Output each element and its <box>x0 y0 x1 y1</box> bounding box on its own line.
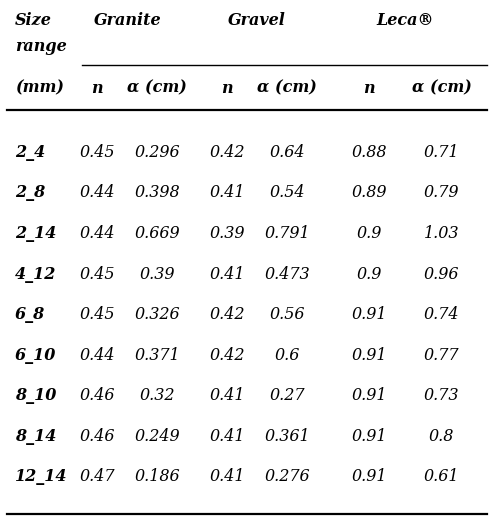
Text: 0.44: 0.44 <box>79 225 115 242</box>
Text: 0.44: 0.44 <box>79 184 115 202</box>
Text: 0.6: 0.6 <box>274 347 299 364</box>
Text: 0.46: 0.46 <box>79 387 115 405</box>
Text: 0.8: 0.8 <box>429 428 454 445</box>
Text: 2_14: 2_14 <box>15 225 56 242</box>
Text: 0.91: 0.91 <box>351 306 387 323</box>
Text: 0.41: 0.41 <box>209 387 245 405</box>
Text: 0.46: 0.46 <box>79 428 115 445</box>
Text: 0.42: 0.42 <box>209 347 245 364</box>
Text: 0.41: 0.41 <box>209 428 245 445</box>
Text: 6_8: 6_8 <box>15 306 45 323</box>
Text: 0.9: 0.9 <box>357 266 382 283</box>
Text: 0.249: 0.249 <box>134 428 180 445</box>
Text: 0.74: 0.74 <box>424 306 460 323</box>
Text: 0.27: 0.27 <box>269 387 305 405</box>
Text: 0.91: 0.91 <box>351 347 387 364</box>
Text: 0.41: 0.41 <box>209 184 245 202</box>
Text: 0.276: 0.276 <box>264 468 310 485</box>
Text: 0.91: 0.91 <box>351 428 387 445</box>
Text: 0.64: 0.64 <box>269 144 305 161</box>
Text: 0.32: 0.32 <box>139 387 175 405</box>
Text: 4_12: 4_12 <box>15 266 56 283</box>
Text: 0.9: 0.9 <box>357 225 382 242</box>
Text: 0.71: 0.71 <box>424 144 460 161</box>
Text: n: n <box>91 80 103 96</box>
Text: 0.77: 0.77 <box>424 347 460 364</box>
Text: 0.473: 0.473 <box>264 266 310 283</box>
Text: Granite: Granite <box>93 12 161 29</box>
Text: 0.54: 0.54 <box>269 184 305 202</box>
Text: 0.791: 0.791 <box>264 225 310 242</box>
Text: 0.89: 0.89 <box>351 184 387 202</box>
Text: Size: Size <box>15 12 52 29</box>
Text: 0.186: 0.186 <box>134 468 180 485</box>
Text: (mm): (mm) <box>15 80 64 96</box>
Text: Leca®: Leca® <box>376 12 434 29</box>
Text: 0.88: 0.88 <box>351 144 387 161</box>
Text: α (cm): α (cm) <box>257 80 317 96</box>
Text: 0.296: 0.296 <box>134 144 180 161</box>
Text: 0.96: 0.96 <box>424 266 460 283</box>
Text: 0.45: 0.45 <box>79 306 115 323</box>
Text: 0.39: 0.39 <box>209 225 245 242</box>
Text: 0.56: 0.56 <box>269 306 305 323</box>
Text: 2_8: 2_8 <box>15 184 45 202</box>
Text: 0.41: 0.41 <box>209 266 245 283</box>
Text: 0.44: 0.44 <box>79 347 115 364</box>
Text: 0.73: 0.73 <box>424 387 460 405</box>
Text: 0.41: 0.41 <box>209 468 245 485</box>
Text: 0.45: 0.45 <box>79 144 115 161</box>
Text: 0.42: 0.42 <box>209 144 245 161</box>
Text: 0.79: 0.79 <box>424 184 460 202</box>
Text: range: range <box>15 38 67 55</box>
Text: α (cm): α (cm) <box>412 80 472 96</box>
Text: Gravel: Gravel <box>228 12 286 29</box>
Text: 0.42: 0.42 <box>209 306 245 323</box>
Text: 0.398: 0.398 <box>134 184 180 202</box>
Text: 0.47: 0.47 <box>79 468 115 485</box>
Text: 0.61: 0.61 <box>424 468 460 485</box>
Text: 1.03: 1.03 <box>424 225 460 242</box>
Text: 8_14: 8_14 <box>15 428 56 445</box>
Text: 0.45: 0.45 <box>79 266 115 283</box>
Text: 0.371: 0.371 <box>134 347 180 364</box>
Text: 0.91: 0.91 <box>351 387 387 405</box>
Text: 8_10: 8_10 <box>15 387 56 405</box>
Text: 6_10: 6_10 <box>15 347 56 364</box>
Text: 0.326: 0.326 <box>134 306 180 323</box>
Text: n: n <box>363 80 375 96</box>
Text: 0.39: 0.39 <box>139 266 175 283</box>
Text: n: n <box>221 80 233 96</box>
Text: α (cm): α (cm) <box>127 80 187 96</box>
Text: 0.361: 0.361 <box>264 428 310 445</box>
Text: 0.669: 0.669 <box>134 225 180 242</box>
Text: 12_14: 12_14 <box>15 468 67 485</box>
Text: 2_4: 2_4 <box>15 144 45 161</box>
Text: 0.91: 0.91 <box>351 468 387 485</box>
